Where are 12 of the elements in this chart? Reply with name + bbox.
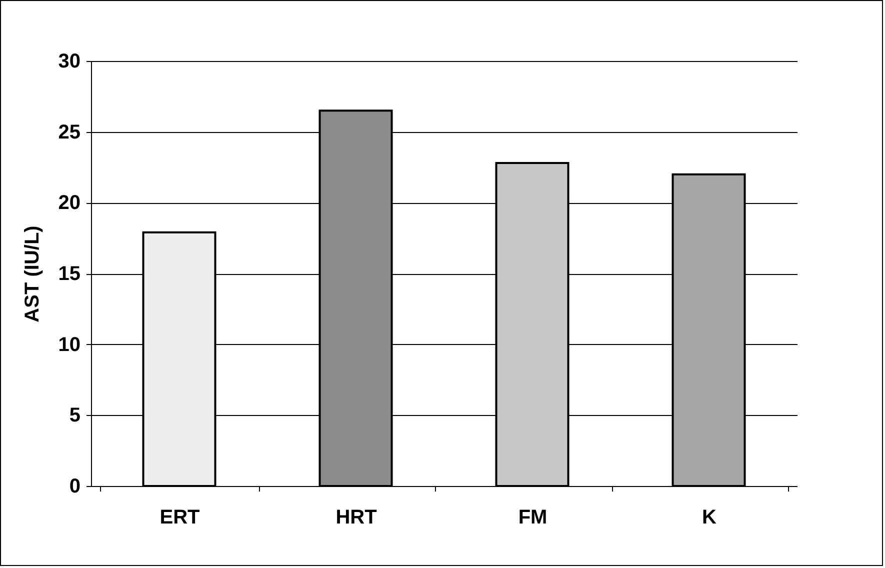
x-tick-label: FM xyxy=(518,506,548,528)
y-tick-label: 0 xyxy=(69,476,80,498)
x-tick-label: HRT xyxy=(336,506,377,528)
x-tick-label: K xyxy=(702,506,718,528)
y-tick-label: 10 xyxy=(58,334,80,356)
y-tick-label: 15 xyxy=(58,263,80,285)
x-tick-label: ERT xyxy=(160,506,200,528)
y-axis-title: AST (IU/L) xyxy=(21,226,44,322)
y-tick-label: 20 xyxy=(58,192,80,214)
y-tick-label: 25 xyxy=(58,121,80,144)
y-tick-label: 5 xyxy=(69,404,80,427)
y-tick-label: 30 xyxy=(58,50,80,72)
